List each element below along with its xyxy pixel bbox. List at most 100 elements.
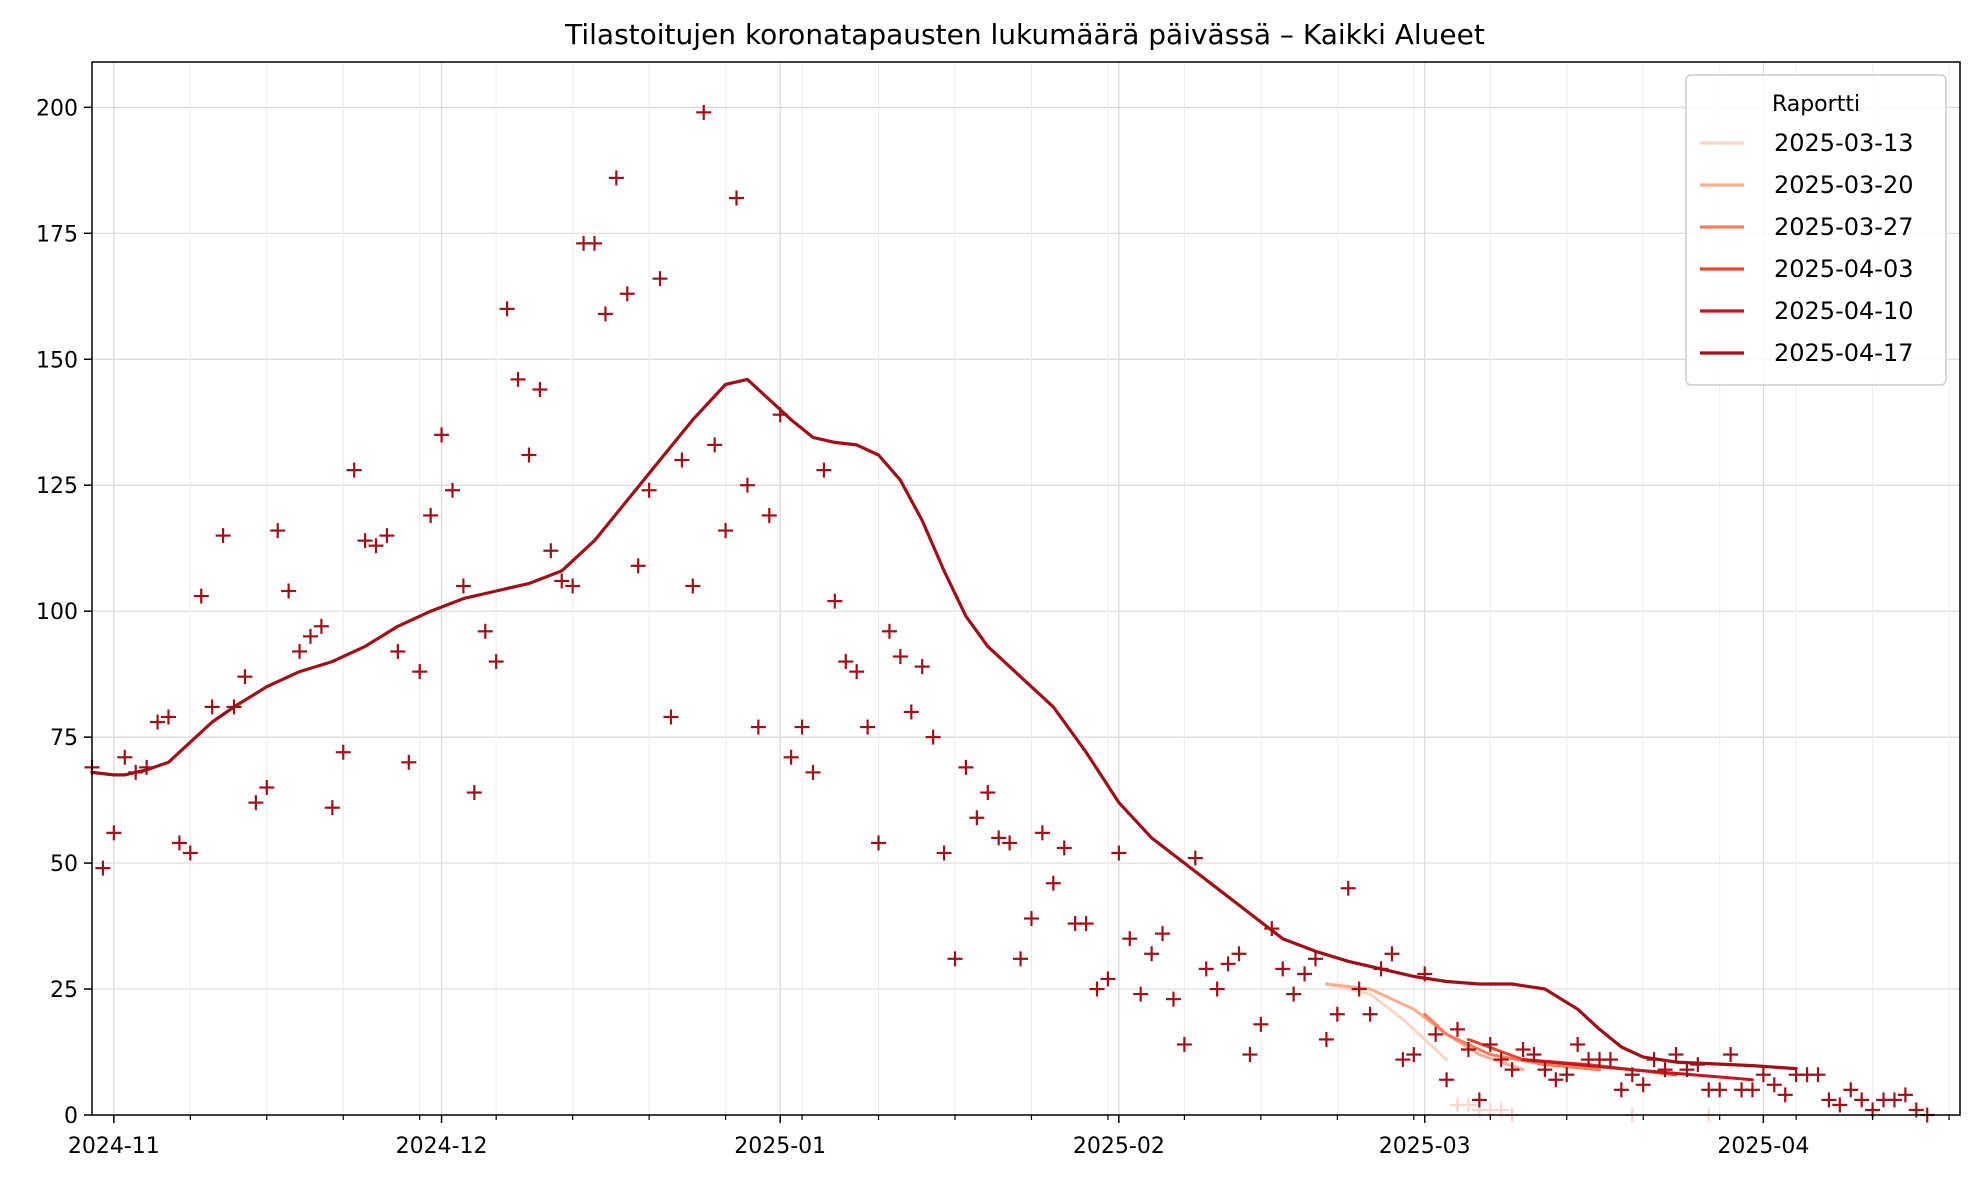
scatter-point <box>1613 1082 1629 1098</box>
legend-entry: 2025-03-13 <box>1774 129 1913 157</box>
scatter-point <box>1220 956 1236 972</box>
scatter-point <box>313 618 329 634</box>
scatter-point <box>1002 835 1018 851</box>
scatter-point <box>1023 911 1039 927</box>
scatter-point <box>499 301 515 317</box>
scatter-point <box>892 649 908 665</box>
scatter-point <box>1897 1087 1913 1103</box>
scatter-point <box>587 235 603 251</box>
y-tick-label: 125 <box>36 474 78 499</box>
scatter-point <box>1165 991 1181 1007</box>
scatter-point <box>925 729 941 745</box>
scatter-point <box>674 452 690 468</box>
scatter-point <box>761 507 777 523</box>
scatter-point <box>1679 1062 1695 1078</box>
scatter-point <box>510 371 526 387</box>
scatter-point <box>663 709 679 725</box>
scatter-point <box>193 588 209 604</box>
legend-entry: 2025-03-20 <box>1774 171 1913 199</box>
series-line-2025-03-27 <box>1423 1012 1601 1072</box>
scatter-point <box>685 578 701 594</box>
scatter-point <box>565 578 581 594</box>
grid-layer <box>92 62 1960 1116</box>
scatter-point <box>1329 1006 1345 1022</box>
scatter-point <box>532 381 548 397</box>
reference-series-layer <box>1324 982 1754 1082</box>
scatter-point <box>204 699 220 715</box>
scatter-point <box>1275 961 1291 977</box>
scatter-point <box>1395 1052 1411 1068</box>
scatter-point <box>1155 926 1171 942</box>
scatter-point <box>1045 875 1061 891</box>
scatter-point <box>117 749 133 765</box>
scatter-point <box>969 810 985 826</box>
scatter-point <box>1242 1047 1258 1063</box>
legend-box <box>1685 74 1947 386</box>
scatter-point <box>718 523 734 539</box>
scatter-point <box>1460 1042 1476 1058</box>
scatter-point <box>455 578 471 594</box>
y-tick-label: 0 <box>64 1104 78 1129</box>
scatter-point <box>1318 1031 1334 1047</box>
scatter-point <box>1253 1016 1269 1032</box>
scatter-point <box>1111 845 1127 861</box>
legend-entry: 2025-04-03 <box>1774 255 1913 283</box>
scatter-point <box>160 709 176 725</box>
scatter-point <box>1428 1026 1444 1042</box>
y-tick-label: 100 <box>36 600 78 625</box>
scatter-layer <box>84 104 1935 1123</box>
scatter-point <box>1056 840 1072 856</box>
legend: Raportti 2025-03-13 2025-03-20 2025-03-27 20… <box>1685 74 1947 386</box>
scatter-point <box>171 835 187 851</box>
scatter-point <box>1493 1052 1509 1068</box>
scatter-point <box>324 800 340 816</box>
scatter-point <box>1089 981 1105 997</box>
scatter-point <box>1078 916 1094 932</box>
scatter-point <box>739 477 755 493</box>
scatter-point <box>805 764 821 780</box>
scatter-point <box>281 583 297 599</box>
scatter-point <box>1559 1067 1575 1083</box>
scatter-point <box>1209 981 1225 997</box>
scatter-point <box>215 528 231 544</box>
scatter-point <box>597 306 613 322</box>
scatter-point <box>641 482 657 498</box>
scatter-point <box>477 623 493 639</box>
scatter-point <box>1657 1062 1673 1078</box>
scatter-point <box>783 749 799 765</box>
scatter-point <box>1766 1077 1782 1093</box>
scatter-point <box>182 845 198 861</box>
scatter-point <box>608 170 624 186</box>
scatter-point <box>1482 1036 1498 1052</box>
scatter-point <box>1297 966 1313 982</box>
scatter-point <box>237 669 253 685</box>
scatter-point <box>150 714 166 730</box>
scatter-point <box>1384 946 1400 962</box>
scatter-point <box>1854 1092 1870 1108</box>
scatter-point <box>302 628 318 644</box>
scatter-point <box>1777 1087 1793 1103</box>
scatter-point <box>248 795 264 811</box>
scatter-point-early <box>1460 1097 1476 1113</box>
scatter-point <box>1821 1092 1837 1108</box>
scatter-point <box>1843 1082 1859 1098</box>
scatter-point <box>1602 1052 1618 1068</box>
y-tick-label: 175 <box>36 222 78 247</box>
y-tick-label: 25 <box>50 978 78 1003</box>
scatter-point <box>1504 1062 1520 1078</box>
legend-entry: 2025-03-27 <box>1774 213 1913 241</box>
scatter-point <box>991 830 1007 846</box>
scatter-point <box>696 104 712 120</box>
scatter-point <box>379 528 395 544</box>
scatter-point <box>707 437 723 453</box>
scatter-point <box>1198 961 1214 977</box>
scatter-point <box>860 719 876 735</box>
main-series-layer <box>90 377 1798 1071</box>
plot-frame <box>91 61 1961 1116</box>
scatter-point <box>466 785 482 801</box>
scatter-point <box>1122 931 1138 947</box>
scatter-point <box>412 664 428 680</box>
scatter-point <box>1013 951 1029 967</box>
scatter-point <box>444 482 460 498</box>
